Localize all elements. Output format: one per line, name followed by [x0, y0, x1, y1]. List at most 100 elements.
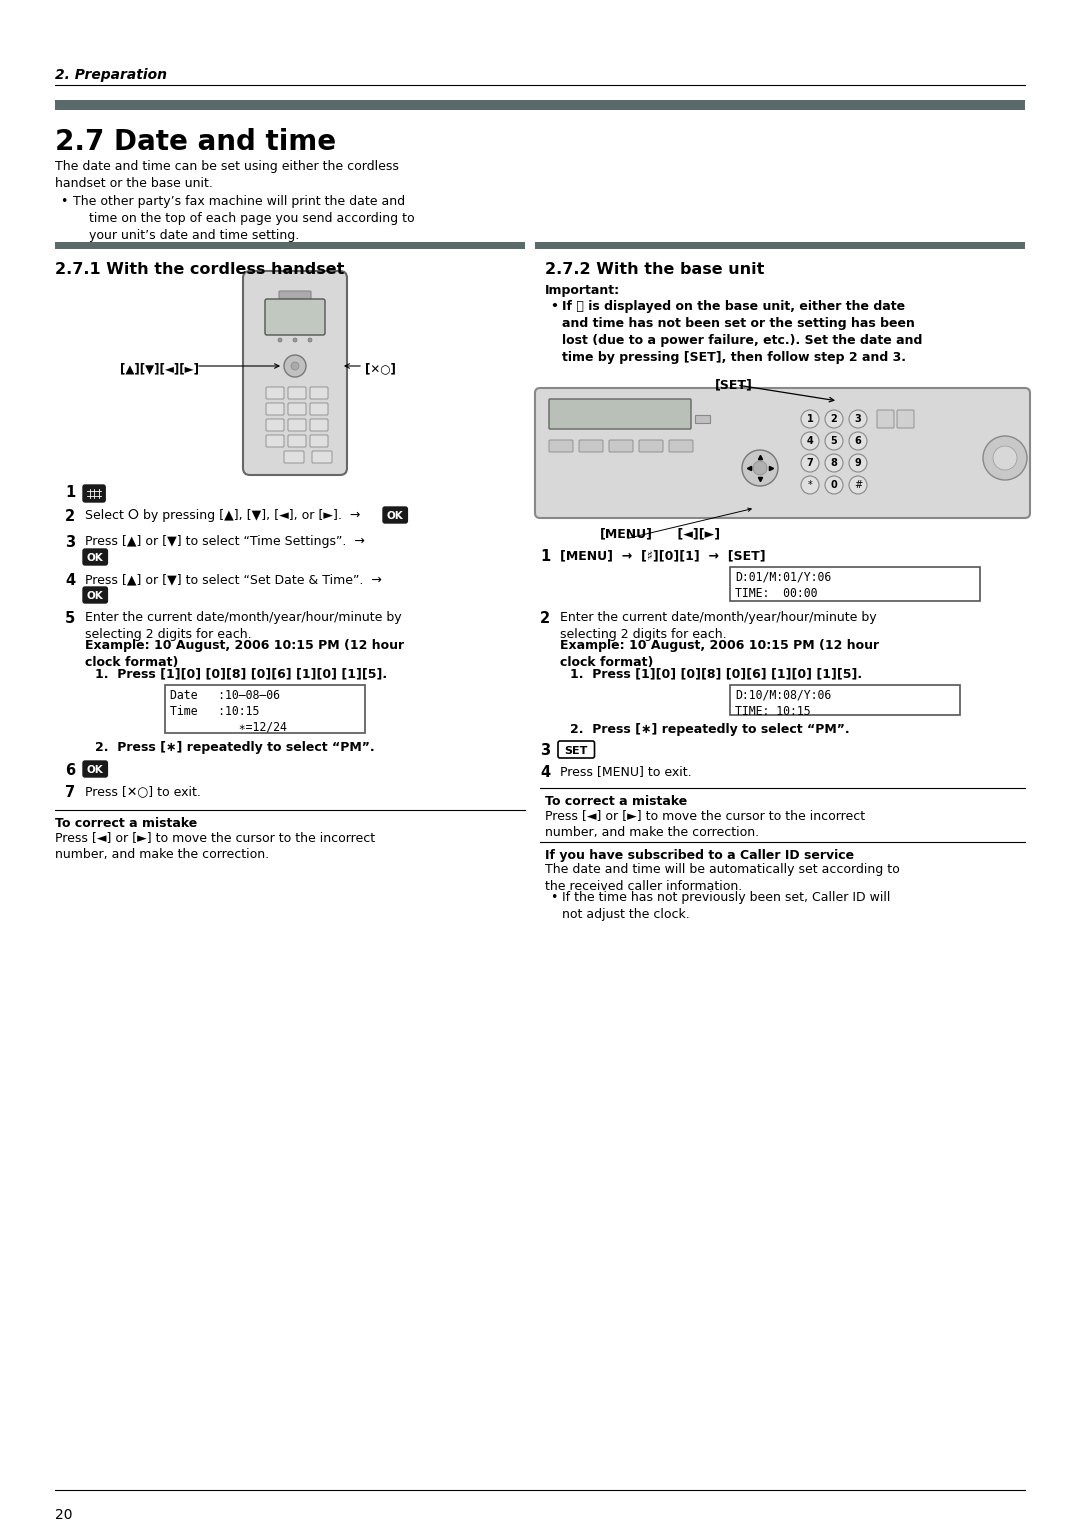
Text: [MENU]  →  [♯][0][1]  →  [SET]: [MENU] → [♯][0][1] → [SET]	[561, 549, 766, 562]
Text: Press [▲] or [▼] to select “Time Settings”.  →: Press [▲] or [▼] to select “Time Setting…	[85, 535, 365, 549]
FancyBboxPatch shape	[266, 419, 284, 431]
FancyBboxPatch shape	[284, 451, 303, 463]
FancyBboxPatch shape	[266, 387, 284, 399]
FancyBboxPatch shape	[579, 440, 603, 452]
Circle shape	[278, 338, 282, 342]
Text: [▲][▼][◄][►]: [▲][▼][◄][►]	[120, 362, 199, 374]
Circle shape	[753, 461, 767, 475]
Text: 7: 7	[807, 458, 813, 468]
Circle shape	[825, 432, 843, 451]
Text: Enter the current date/month/year/hour/minute by
selecting 2 digits for each.: Enter the current date/month/year/hour/m…	[85, 611, 402, 642]
Text: 2: 2	[65, 509, 76, 524]
Bar	[730, 685, 960, 715]
FancyBboxPatch shape	[877, 410, 894, 428]
Text: #: #	[854, 480, 862, 490]
FancyBboxPatch shape	[558, 741, 594, 758]
Text: 0: 0	[831, 480, 837, 490]
Text: If the time has not previously been set, Caller ID will
not adjust the clock.: If the time has not previously been set,…	[562, 891, 890, 921]
Text: Press [◄] or [►] to move the cursor to the incorrect
number, and make the correc: Press [◄] or [►] to move the cursor to t…	[545, 808, 865, 839]
Text: 2.7.1 With the cordless handset: 2.7.1 With the cordless handset	[55, 261, 345, 277]
Text: To correct a mistake: To correct a mistake	[545, 795, 687, 808]
Text: Select ⵔ by pressing [▲], [▼], [◄], or [►].  →: Select ⵔ by pressing [▲], [▼], [◄], or […	[85, 509, 361, 523]
Text: D:10/M:08/Y:06
TIME: 10:15: D:10/M:08/Y:06 TIME: 10:15	[735, 689, 832, 718]
FancyBboxPatch shape	[288, 435, 306, 448]
FancyBboxPatch shape	[288, 403, 306, 416]
Circle shape	[849, 454, 867, 472]
Text: The date and time can be set using either the cordless
handset or the base unit.: The date and time can be set using eithe…	[55, 160, 399, 189]
FancyBboxPatch shape	[897, 410, 914, 428]
Text: D:01/M:01/Y:06
TIME:  00:00: D:01/M:01/Y:06 TIME: 00:00	[735, 571, 832, 601]
Text: If ⌚ is displayed on the base unit, either the date
and time has not been set or: If ⌚ is displayed on the base unit, eith…	[562, 299, 922, 364]
Circle shape	[849, 432, 867, 451]
Text: 2. Preparation: 2. Preparation	[55, 69, 167, 83]
Text: [✕○]: [✕○]	[365, 362, 396, 374]
FancyBboxPatch shape	[310, 419, 328, 431]
Text: 2: 2	[831, 414, 837, 423]
Circle shape	[983, 435, 1027, 480]
Text: 2.7 Date and time: 2.7 Date and time	[55, 128, 336, 156]
Circle shape	[825, 477, 843, 494]
FancyBboxPatch shape	[288, 387, 306, 399]
FancyBboxPatch shape	[310, 435, 328, 448]
Text: [MENU]: [MENU]	[600, 527, 653, 539]
Text: 2.  Press [∗] repeatedly to select “PM”.: 2. Press [∗] repeatedly to select “PM”.	[95, 741, 375, 753]
FancyBboxPatch shape	[265, 299, 325, 335]
Text: 2.7.2 With the base unit: 2.7.2 With the base unit	[545, 261, 765, 277]
Bar	[165, 685, 365, 733]
Text: OK: OK	[387, 510, 404, 521]
Text: To correct a mistake: To correct a mistake	[55, 817, 198, 830]
Text: 6: 6	[854, 435, 862, 446]
Circle shape	[849, 477, 867, 494]
Text: 5: 5	[65, 611, 76, 626]
Text: 2.  Press [∗] repeatedly to select “PM”.: 2. Press [∗] repeatedly to select “PM”.	[570, 723, 850, 736]
Text: •: •	[60, 196, 67, 208]
FancyBboxPatch shape	[243, 270, 347, 475]
Text: [SET]: [SET]	[715, 377, 753, 391]
Text: *: *	[808, 480, 812, 490]
Text: The other party’s fax machine will print the date and
    time on the top of eac: The other party’s fax machine will print…	[73, 196, 415, 241]
FancyBboxPatch shape	[383, 507, 407, 523]
FancyBboxPatch shape	[83, 587, 107, 604]
Bar	[535, 99, 1025, 110]
Bar	[55, 241, 525, 249]
FancyBboxPatch shape	[266, 403, 284, 416]
Bar	[55, 99, 1025, 110]
FancyBboxPatch shape	[288, 419, 306, 431]
Text: Example: 10 August, 2006 10:15 PM (12 hour
clock format): Example: 10 August, 2006 10:15 PM (12 ho…	[85, 639, 404, 669]
Text: The date and time will be automatically set according to
the received caller inf: The date and time will be automatically …	[545, 863, 900, 892]
Text: Example: 10 August, 2006 10:15 PM (12 hour
clock format): Example: 10 August, 2006 10:15 PM (12 ho…	[561, 639, 879, 669]
Circle shape	[825, 410, 843, 428]
Text: 6: 6	[65, 762, 76, 778]
Text: 1: 1	[65, 484, 76, 500]
Text: Press [✕○] to exit.: Press [✕○] to exit.	[85, 785, 201, 798]
Circle shape	[801, 454, 819, 472]
FancyBboxPatch shape	[83, 549, 107, 565]
Text: 20: 20	[55, 1508, 72, 1522]
Text: [◄][►]: [◄][►]	[673, 527, 720, 539]
Circle shape	[801, 410, 819, 428]
FancyBboxPatch shape	[310, 387, 328, 399]
Circle shape	[825, 454, 843, 472]
Text: 4: 4	[807, 435, 813, 446]
Text: 1: 1	[540, 549, 550, 564]
Text: 1.  Press [1][0] [0][8] [0][6] [1][0] [1][5].: 1. Press [1][0] [0][8] [0][6] [1][0] [1]…	[570, 668, 862, 680]
Circle shape	[291, 362, 299, 370]
Text: 9: 9	[854, 458, 862, 468]
Text: 8: 8	[831, 458, 837, 468]
FancyBboxPatch shape	[83, 484, 105, 503]
Circle shape	[801, 432, 819, 451]
FancyBboxPatch shape	[639, 440, 663, 452]
Text: Important:: Important:	[545, 284, 620, 296]
Circle shape	[742, 451, 778, 486]
Circle shape	[308, 338, 312, 342]
FancyBboxPatch shape	[83, 761, 107, 778]
FancyBboxPatch shape	[549, 440, 573, 452]
Text: •: •	[550, 891, 557, 905]
Circle shape	[801, 477, 819, 494]
Text: OK: OK	[86, 766, 104, 775]
Text: OK: OK	[86, 553, 104, 562]
Circle shape	[284, 354, 306, 377]
Text: 5: 5	[831, 435, 837, 446]
FancyBboxPatch shape	[266, 435, 284, 448]
Text: SET: SET	[565, 746, 588, 755]
